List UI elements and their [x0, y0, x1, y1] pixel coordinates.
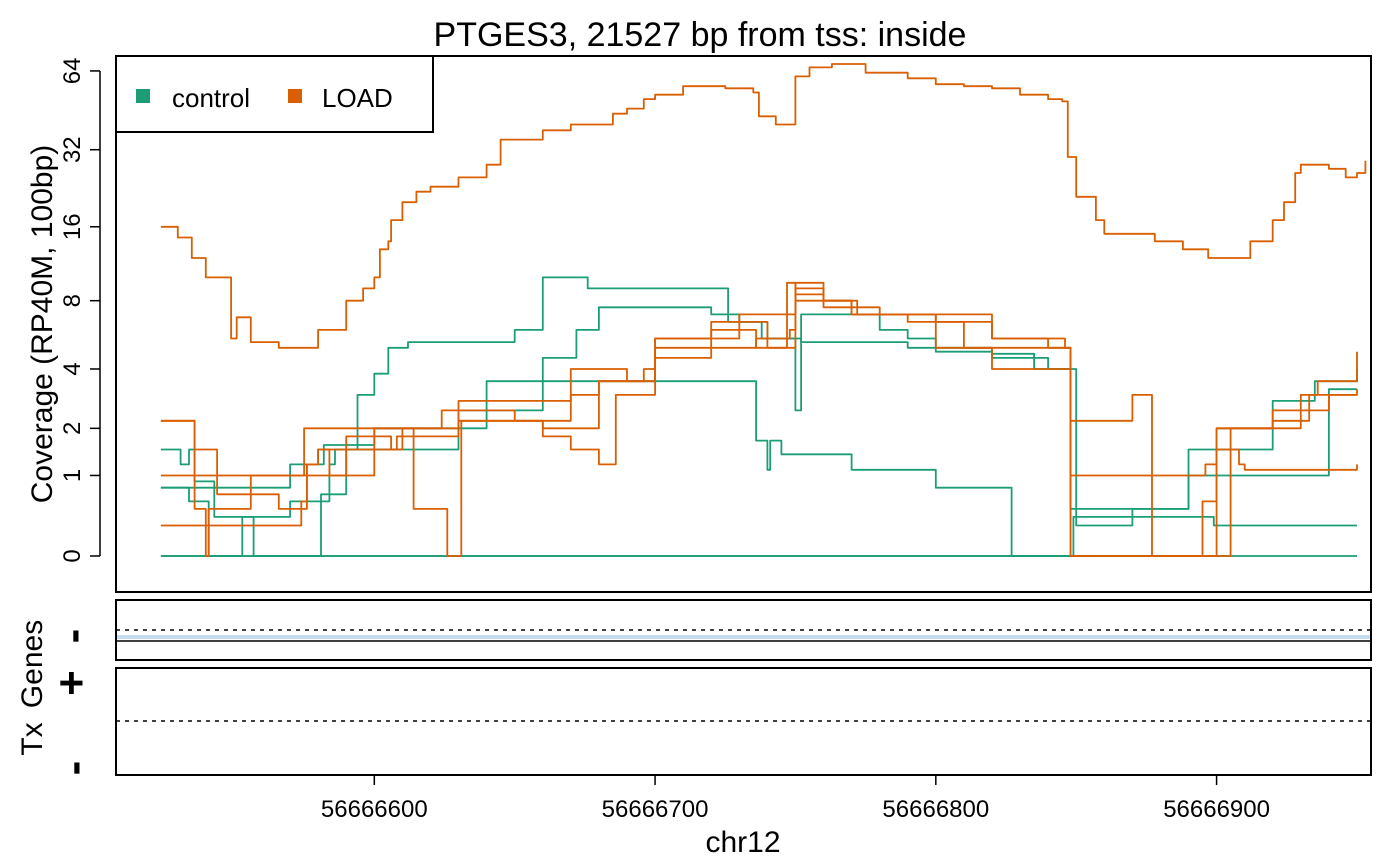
coverage-line-load [160, 293, 1358, 557]
coverage-panel-frame [115, 55, 1372, 593]
coverage-line-control [160, 276, 1357, 557]
coverage-y-axis: 0 1 2 4 8 16 32 64 [59, 58, 101, 563]
x-axis: 56666600 56666700 56666800 56666900 [321, 774, 1270, 823]
legend-swatch-control [136, 89, 150, 103]
coverage-line-load [160, 287, 1357, 557]
gene-body [117, 635, 1370, 639]
y-tick-label: 4 [59, 362, 86, 375]
coverage-series-layer [160, 63, 1367, 557]
tx-track-label: Tx [16, 722, 49, 755]
x-tick-label: 56666800 [882, 796, 989, 823]
legend-label-load: LOAD [322, 83, 393, 113]
legend-swatch-load [288, 89, 302, 103]
y-tick-label: 0 [59, 549, 86, 562]
coverage-axis-label: Coverage (RP40M, 100bp) [26, 145, 59, 504]
legend-box [115, 55, 434, 133]
y-tick-label: 2 [59, 422, 86, 435]
y-tick-label: 64 [59, 58, 86, 85]
x-tick-label: 56666600 [321, 796, 428, 823]
legend-label-control: control [172, 83, 250, 113]
coverage-line-control [160, 448, 1217, 557]
x-axis-label: chr12 [705, 826, 780, 859]
y-tick-label: 16 [59, 213, 86, 240]
coverage-line-load [160, 63, 1367, 349]
y-tick-label: 1 [59, 469, 86, 482]
x-tick-label: 56666900 [1163, 796, 1270, 823]
coverage-line-load [160, 281, 1358, 557]
tx-strand-minus: - [49, 761, 98, 776]
genes-track: Genes - [16, 599, 1372, 708]
y-tick-label: 32 [59, 136, 86, 163]
chart-title: PTGES3, 21527 bp from tss: inside [434, 16, 967, 54]
coverage-line-control [160, 380, 1357, 557]
genes-track-label: Genes [16, 620, 49, 708]
tx-strand-plus: + [47, 670, 96, 696]
legend: control LOAD [115, 55, 434, 133]
genes-panel-frame [115, 599, 1372, 661]
tx-panel-frame [115, 667, 1372, 776]
tx-track: Tx + - [16, 667, 1372, 776]
x-tick-label: 56666700 [602, 796, 709, 823]
y-tick-label: 8 [59, 294, 86, 307]
genes-strand-minus: - [48, 629, 97, 644]
coverage-line-control [160, 306, 1358, 527]
